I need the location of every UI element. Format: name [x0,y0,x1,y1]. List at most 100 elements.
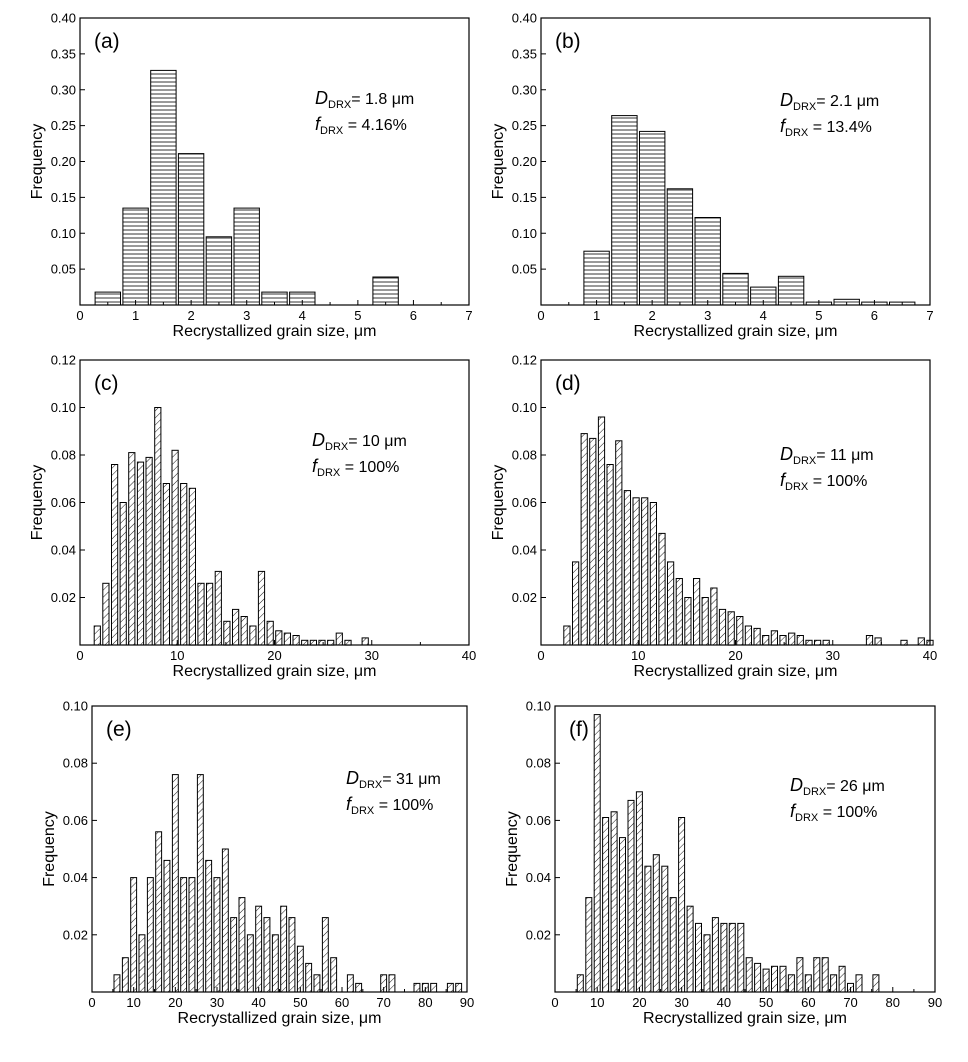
panel-f-y-tick-label: 0.06 [526,813,551,828]
panel-e-bar [196,774,204,993]
panel-d-bar [779,635,787,646]
panel-a-y-tick-label: 0.20 [51,154,76,169]
panel-f-bar [576,974,584,993]
panel-f-bar [779,965,787,993]
panel-f-bar [745,957,753,993]
panel-e-x-tick-label: 0 [88,995,95,1010]
panel-d-bar [762,635,770,646]
d-subscript: DRX [803,786,827,798]
panel-f-bar [593,714,601,993]
d-value: = 2.1 μm [816,93,879,110]
panel-e-bar [288,917,296,993]
panel-e-bar [305,962,313,993]
panel-b-bar [777,275,805,306]
panel-b-bar [583,250,610,306]
panel-f-bar [669,897,677,993]
panel-f-x-tick-label: 20 [632,995,646,1010]
d-subscript: DRX [793,101,817,113]
panel-c-bar [214,570,222,646]
panel-e-bar [155,831,163,993]
panel-b-bar [639,130,666,306]
panel-f-bar [703,934,711,993]
panel-c-bar [119,502,127,646]
d-symbol: D [312,430,325,450]
d-value: = 11 μm [816,447,873,464]
panel-d-bar [701,597,709,646]
panel-d-bar [744,625,752,646]
panel-c-f-drx-annotation: fDRX = 100% [312,456,399,479]
panel-b-bar [722,272,749,306]
panel-f-bar [678,817,686,993]
panel-d-y-tick-label: 0.12 [512,353,537,368]
panel-a-bar [205,236,233,306]
panels: 0 1 2 3 4 5 6 7 0.05 0.10 0.15 0.20 0.25 0.30 0.35 0.40… [29,11,942,1028]
panel-e: 0 10 20 30 40 50 60 70 80 90 0.02 0.04 0.06 0.08 0.10 R… [41,699,474,1028]
panel-e-y-tick-label: 0.08 [63,756,88,771]
panel-c-bar [93,625,101,646]
panel-c-bar [206,582,214,646]
panel-e-bar [388,974,396,993]
panel-d-bar [865,635,874,646]
panel-d-bar [874,637,882,646]
panel-d-y-tick-label: 0.10 [512,400,537,415]
panel-f-bar [821,957,829,993]
panel-e-bar [330,957,338,993]
panel-b-panel-label: (b) [555,30,581,53]
f-value: = 100% [374,797,433,814]
panel-d-bar [796,635,804,646]
panel-b-x-tick-label: 4 [760,308,767,323]
panel-d-x-tick-label: 40 [923,648,937,663]
panel-c-bar [171,449,179,646]
panel-e-x-tick-label: 30 [210,995,224,1010]
panel-c-bar [266,620,274,646]
panel-a-x-tick-label: 4 [299,308,306,323]
f-subscript: DRX [795,812,819,824]
panel-e-y-tick-label: 0.02 [63,927,88,942]
d-subscript: DRX [325,441,349,453]
panel-e-bar [413,982,421,993]
panel-c-bar [257,570,266,646]
panel-d-bar [615,440,623,646]
d-value: = 10 μm [348,433,407,450]
panel-d-x-tick-label: 0 [537,648,544,663]
f-subscript: DRX [785,481,809,493]
f-symbol: f [312,456,319,476]
panel-a-x-tick-label: 2 [188,308,195,323]
panel-c-bar [318,639,326,646]
panel-f-panel-label: (f) [569,718,589,741]
panel-f-bar [635,791,643,993]
panel-f-bar [855,974,863,993]
f-subscript: DRX [785,127,809,139]
panel-f-x-tick-label: 70 [843,995,857,1010]
panel-c-bar [301,639,309,646]
panel-c-y-axis-label: Frequency [29,465,46,541]
f-value: = 100% [818,804,877,821]
panel-d-bar [589,437,597,646]
panel-b-y-tick-label: 0.30 [512,82,537,97]
panel-f-bar [661,865,669,993]
panel-c-bar [128,452,136,646]
panel-f-x-tick-label: 90 [928,995,942,1010]
d-subscript: DRX [793,455,817,467]
panel-f-bar [602,817,610,993]
panel-b-y-tick-label: 0.25 [512,118,537,133]
panel-f-bar [585,897,593,993]
panel-d-x-tick-label: 10 [631,648,645,663]
panel-a-y-tick-label: 0.40 [51,11,76,26]
f-subscript: DRX [317,467,341,479]
panel-e-x-tick-label: 90 [460,995,474,1010]
panel-c-bar [249,625,257,646]
panel-c-bar [197,582,205,646]
panel-f-bar [652,854,660,993]
panel-c-bar [188,487,197,646]
panel-a-y-axis-label: Frequency [29,124,46,200]
panel-d-y-tick-label: 0.02 [512,590,537,605]
panel-e-x-tick-label: 60 [335,995,349,1010]
panel-d-d-drx-annotation: DDRX= 11 μm [780,444,874,467]
panel-e-bar [238,897,246,993]
panel-e-bar [138,934,146,993]
panel-e-bar [188,877,196,993]
panel-f-bar [728,922,736,993]
panel-f-bar [787,974,795,993]
panel-f-bar [695,922,702,993]
